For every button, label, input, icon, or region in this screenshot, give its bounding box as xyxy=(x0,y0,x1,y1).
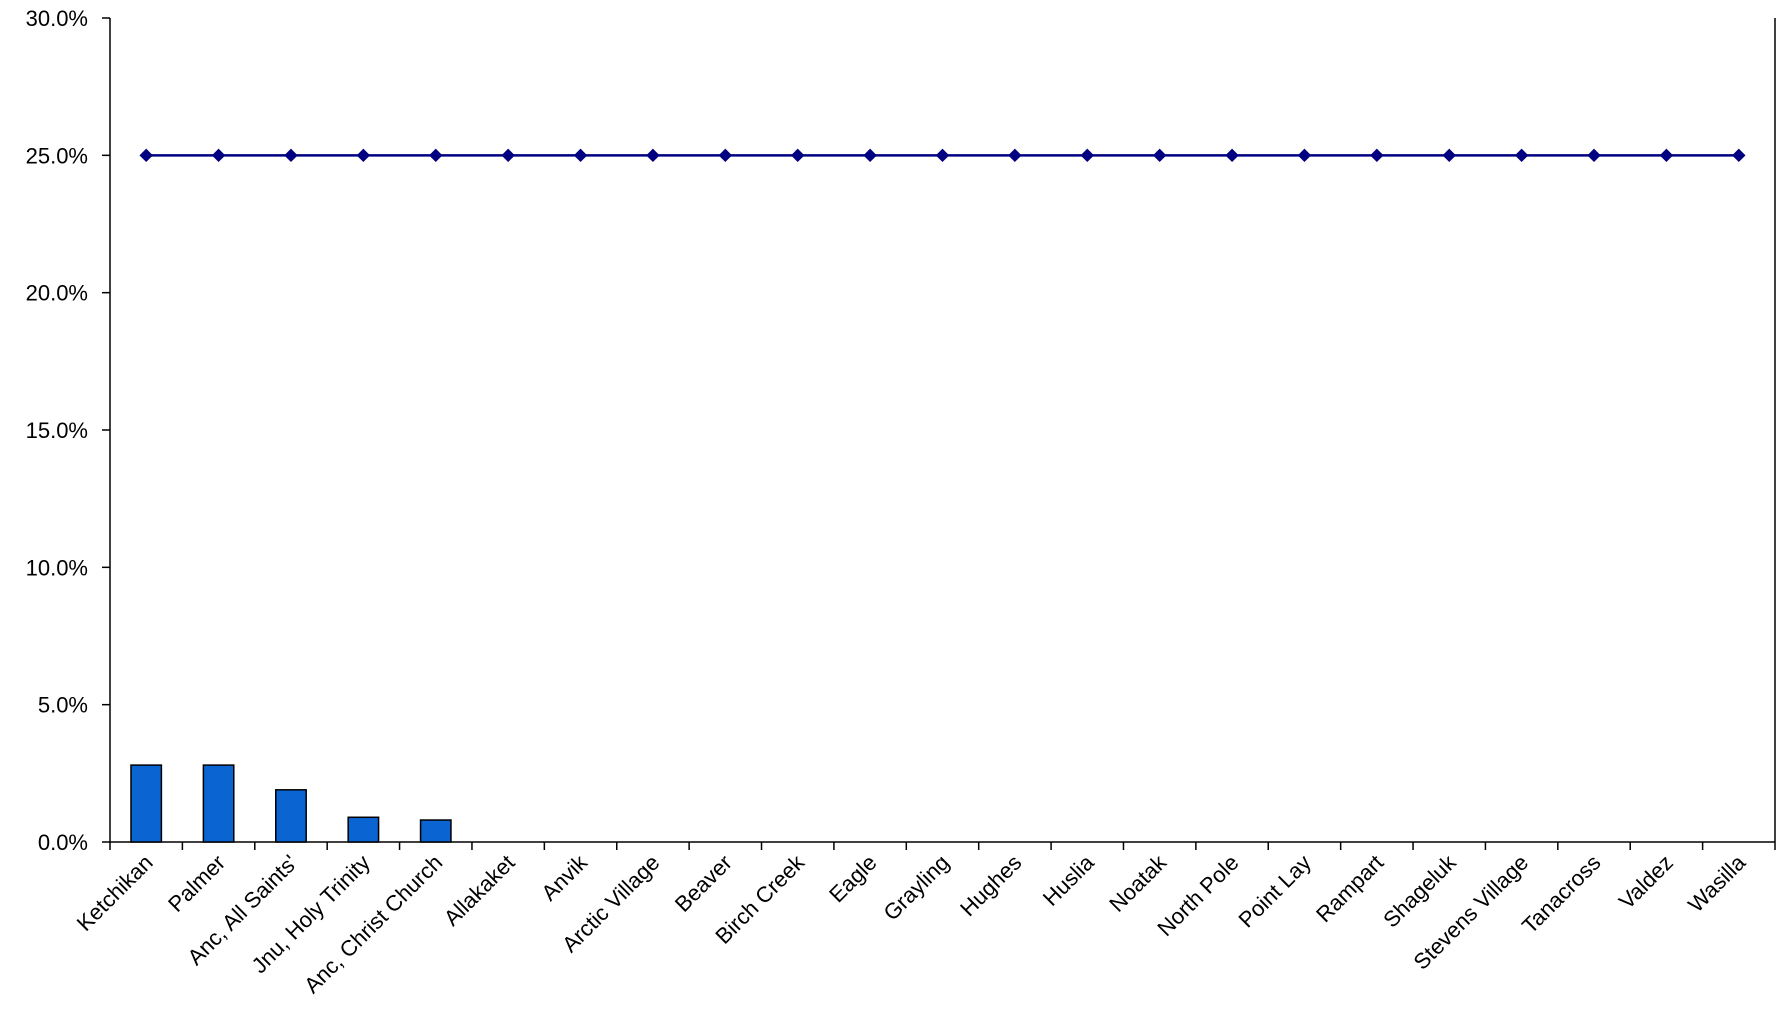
x-tick-label: Palmer xyxy=(163,850,230,917)
x-tick-label: Huslia xyxy=(1038,849,1099,910)
line-point xyxy=(1659,148,1674,163)
x-tick-label: Ketchikan xyxy=(72,850,158,936)
y-tick-label: 5.0% xyxy=(38,693,88,718)
y-tick-label: 0.0% xyxy=(38,830,88,855)
line-point xyxy=(501,148,515,163)
line-point xyxy=(1152,148,1167,163)
x-tick-label: Beaver xyxy=(670,850,737,917)
line-point xyxy=(1080,148,1094,163)
x-tick-label: Grayling xyxy=(878,850,954,926)
y-tick-label: 10.0% xyxy=(26,555,88,580)
bar xyxy=(419,819,452,843)
line-point xyxy=(429,148,443,163)
line-point xyxy=(1225,148,1239,163)
bar xyxy=(347,816,380,843)
x-tick-label: Anc, Christ Church xyxy=(299,850,447,998)
line-point xyxy=(573,148,588,163)
x-tick-label: Allakaket xyxy=(439,850,520,931)
y-tick-label: 30.0% xyxy=(26,6,88,31)
bar-series xyxy=(130,764,452,843)
line-point xyxy=(718,148,733,163)
line-point xyxy=(356,148,371,163)
line-point xyxy=(211,148,226,163)
x-tick-label: Hughes xyxy=(955,850,1026,921)
x-tick-label: Wasilla xyxy=(1683,849,1751,917)
x-tick-label: Rampart xyxy=(1311,850,1388,927)
line-point xyxy=(935,148,950,163)
line-point xyxy=(139,148,153,163)
x-tick-label: Valdez xyxy=(1614,850,1678,914)
x-tick-label: Eagle xyxy=(824,850,881,907)
line-point xyxy=(791,148,805,163)
line-point xyxy=(284,148,298,163)
line-point xyxy=(1442,148,1456,163)
x-tick-label: Noatak xyxy=(1104,849,1172,917)
x-tick-label: Anvik xyxy=(536,849,592,905)
x-tick-label: Tanacross xyxy=(1517,850,1606,939)
line-point xyxy=(1370,148,1384,163)
bar xyxy=(130,764,163,843)
y-tick-label: 25.0% xyxy=(26,143,88,168)
bar xyxy=(275,789,307,843)
y-tick-label: 20.0% xyxy=(26,281,88,306)
x-tick-label: Point Lay xyxy=(1233,850,1316,933)
line-point xyxy=(1008,148,1022,163)
y-axis: 0.0% 5.0% 10.0% 15.0% 20.0% 25.0% 30.0% xyxy=(26,6,111,855)
line-point xyxy=(1732,148,1746,163)
line-point xyxy=(1297,148,1312,163)
bar xyxy=(202,764,235,843)
y-tick-label: 15.0% xyxy=(26,418,88,443)
line-point xyxy=(646,148,660,163)
line-point xyxy=(1587,148,1601,163)
line-series xyxy=(139,148,1746,163)
line-point xyxy=(1514,148,1529,163)
line-point xyxy=(863,148,877,163)
